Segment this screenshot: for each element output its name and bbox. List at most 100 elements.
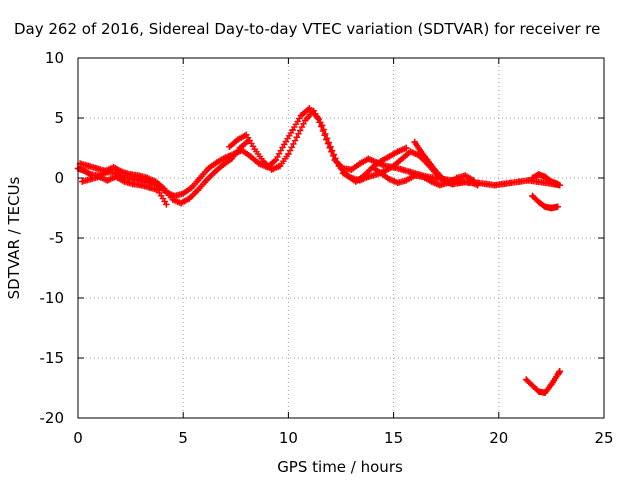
data-point [556, 368, 564, 375]
data-point [381, 167, 389, 174]
data-point [369, 164, 376, 171]
y-axis-label: SDTVAR / TECUs [5, 176, 23, 299]
series-track-h [529, 171, 561, 188]
data-point [394, 179, 402, 186]
data-point [289, 126, 296, 134]
data-point [356, 160, 364, 167]
data-point [394, 148, 402, 155]
data-point [302, 117, 309, 124]
data-point [541, 203, 549, 210]
data-point [398, 155, 406, 162]
series-trace [523, 368, 563, 396]
data-point [470, 177, 477, 184]
data-point [457, 179, 465, 186]
x-tick-label: 20 [489, 429, 508, 447]
data-point [137, 182, 145, 189]
data-point [104, 177, 111, 184]
data-point [194, 186, 202, 194]
data-point [508, 179, 515, 186]
data-point [259, 158, 267, 165]
data-point [403, 177, 410, 184]
data-point [146, 184, 153, 191]
data-point [255, 160, 263, 167]
data-point [110, 164, 117, 171]
data-point [222, 154, 229, 161]
data-point [548, 381, 555, 388]
data-point [335, 162, 343, 170]
data-point [236, 144, 244, 152]
data-point [554, 203, 561, 210]
data-point [436, 182, 444, 189]
data-point [95, 173, 103, 180]
data-point [449, 180, 456, 188]
data-point [377, 158, 385, 165]
data-point [186, 195, 193, 202]
x-tick-label: 0 [73, 429, 83, 447]
data-point [102, 167, 109, 174]
data-point [554, 180, 561, 188]
data-point [417, 148, 425, 155]
data-point [548, 178, 555, 185]
data-point [87, 176, 94, 183]
y-tick-label: -5 [49, 229, 64, 247]
data-point [285, 150, 292, 158]
data-point [293, 134, 301, 141]
x-tick-label: 10 [279, 429, 298, 447]
data-point [541, 179, 549, 186]
data-point [522, 376, 530, 383]
data-point [377, 170, 385, 177]
data-point [428, 178, 435, 185]
data-point [79, 178, 86, 185]
data-point [535, 198, 542, 206]
data-point [213, 159, 221, 166]
x-tick-label: 25 [594, 429, 613, 447]
data-point [541, 173, 549, 180]
data-point [135, 172, 143, 179]
data-point [453, 174, 460, 182]
data-point [318, 122, 326, 129]
series-track-e [339, 148, 481, 189]
data-point [203, 177, 210, 184]
data-point [398, 166, 406, 173]
data-point [219, 161, 227, 168]
y-tick-label: 0 [54, 169, 64, 187]
x-axis-label: GPS time / hours [277, 458, 403, 476]
data-point [205, 165, 212, 172]
plot-frame [77, 57, 605, 419]
data-point [129, 180, 136, 188]
data-point [535, 171, 542, 178]
data-point [276, 162, 284, 170]
data-point [554, 371, 561, 378]
data-point [188, 184, 195, 191]
data-point [247, 153, 254, 160]
data-point [474, 182, 481, 189]
data-point [112, 173, 120, 180]
tick-labels: 0 5 10 15 20 25 10 5 0 -5 -10 -15 -20 [40, 49, 614, 447]
data-point [272, 156, 279, 164]
data-point [161, 185, 168, 192]
data-point [386, 176, 393, 183]
data-point [81, 167, 88, 174]
data-point [499, 180, 507, 188]
data-point [121, 178, 128, 185]
data-point [339, 170, 347, 177]
data-point [93, 165, 101, 172]
data-point [529, 382, 536, 389]
data-point [386, 153, 393, 160]
axis-ticks [77, 57, 605, 419]
data-point [268, 166, 275, 173]
data-point [234, 136, 242, 143]
data-point [152, 178, 160, 185]
data-point [419, 173, 427, 180]
series-track-j [522, 368, 564, 396]
data-point [169, 196, 176, 203]
series-track-c [79, 173, 170, 208]
data-point [348, 174, 355, 182]
data-point [154, 186, 162, 194]
data-point [541, 389, 549, 396]
y-tick-label: -10 [40, 289, 65, 307]
series-track-b [76, 137, 252, 207]
data-point [196, 174, 204, 182]
data-point [403, 144, 410, 152]
